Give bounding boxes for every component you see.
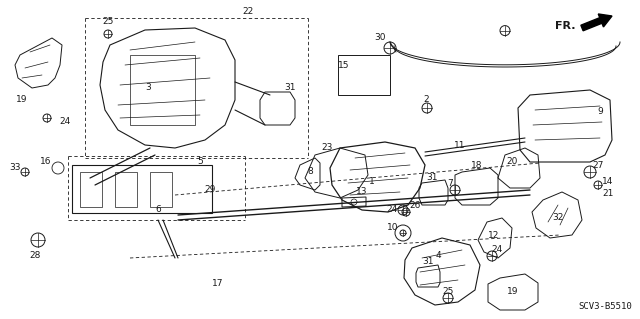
Text: 24: 24	[387, 205, 397, 214]
Text: 18: 18	[471, 160, 483, 169]
Bar	[80, 172, 102, 207]
Text: 26: 26	[410, 202, 420, 211]
Text: 25: 25	[442, 287, 454, 296]
Text: 28: 28	[29, 251, 41, 261]
Text: 17: 17	[212, 278, 224, 287]
Bar	[72, 165, 212, 213]
Text: 20: 20	[506, 158, 518, 167]
Text: 9: 9	[597, 108, 603, 116]
Text: 13: 13	[356, 188, 368, 197]
Text: 3: 3	[145, 84, 151, 93]
Text: 21: 21	[602, 189, 614, 197]
Text: 22: 22	[243, 8, 253, 17]
Bar	[150, 172, 172, 207]
Text: 4: 4	[435, 250, 441, 259]
Text: SCV3-B5510: SCV3-B5510	[579, 302, 632, 311]
Bar	[130, 55, 195, 125]
Text: 33: 33	[9, 164, 20, 173]
Text: 31: 31	[426, 173, 438, 182]
Text: 7: 7	[447, 179, 453, 188]
Text: 8: 8	[307, 167, 313, 176]
Text: 24: 24	[492, 246, 502, 255]
Text: 30: 30	[374, 33, 386, 42]
Text: 23: 23	[321, 144, 333, 152]
Text: 24: 24	[60, 117, 70, 127]
Text: 31: 31	[422, 257, 434, 266]
Text: 5: 5	[197, 158, 203, 167]
Text: 25: 25	[102, 18, 114, 26]
Text: FR.: FR.	[555, 21, 575, 31]
Text: 10: 10	[387, 224, 399, 233]
Text: 27: 27	[592, 160, 604, 169]
Text: 12: 12	[488, 232, 500, 241]
Text: 14: 14	[602, 177, 614, 187]
Bar	[115, 172, 137, 207]
Text: 11: 11	[454, 142, 466, 151]
Text: 2: 2	[423, 95, 429, 105]
FancyArrow shape	[581, 14, 612, 31]
Text: 16: 16	[40, 158, 52, 167]
Text: 15: 15	[339, 61, 349, 70]
Text: 1: 1	[369, 177, 375, 187]
Text: 29: 29	[204, 186, 216, 195]
Text: 32: 32	[552, 213, 564, 222]
Bar	[338, 55, 390, 95]
Text: 6: 6	[155, 205, 161, 214]
Text: 19: 19	[16, 95, 28, 105]
Text: 31: 31	[284, 84, 296, 93]
Text: 19: 19	[508, 287, 519, 296]
